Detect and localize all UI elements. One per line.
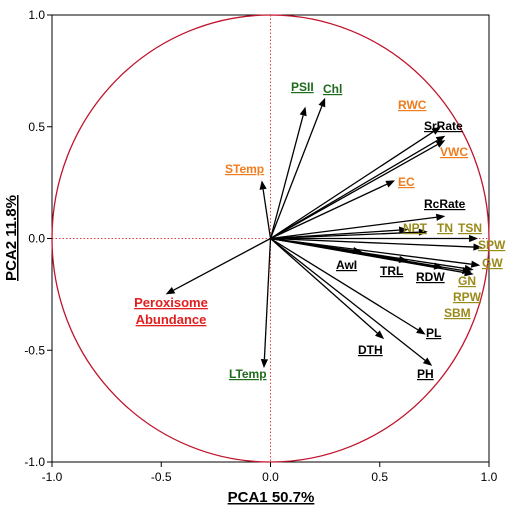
vector-label: PL [426, 326, 441, 340]
vector-arrowhead [385, 180, 396, 188]
vector-label: Chl [323, 82, 342, 96]
vector-arrows [165, 97, 483, 369]
y-tick-label: -0.5 [24, 343, 45, 357]
vector-arrowhead [259, 180, 267, 190]
vector-label: SBM [444, 306, 471, 320]
axis-ticks: -1.0 -0.5 0.0 0.5 1.0 1.0 0.5 0.0 -0.5 -1.0 [24, 8, 497, 484]
vector-arrowhead [462, 266, 472, 275]
vector-arrowhead [374, 330, 385, 340]
vector-arrowhead [470, 260, 481, 268]
vector-label: DTH [358, 343, 383, 357]
vector-label: LTemp [229, 367, 267, 381]
vector-label: Peroxisome [134, 295, 208, 310]
x-axis-label: PCA1 50.7% [228, 489, 315, 506]
vector-label: STemp [225, 162, 264, 176]
y-tick-label: 0.5 [28, 120, 45, 134]
vector-arrowhead [473, 243, 483, 251]
y-tick-label: 1.0 [28, 8, 45, 22]
vector-line [269, 115, 304, 239]
vector-line [270, 131, 434, 240]
x-tick-label: -1.0 [42, 470, 63, 484]
vector-line [263, 238, 272, 360]
x-tick-label: 0.5 [371, 470, 388, 484]
vector-arrowhead [299, 106, 307, 117]
vector-line [270, 231, 419, 240]
vector-line [173, 237, 271, 291]
vector-line [262, 189, 272, 239]
vector-label: RWC [398, 98, 427, 112]
vector-line [270, 183, 388, 240]
vector-label: TRL [380, 264, 403, 278]
y-tick-label: -1.0 [24, 455, 45, 469]
vector-arrowhead [433, 262, 444, 270]
vector-line [270, 237, 426, 361]
y-axis-label: PCA2 11.8% [3, 195, 20, 281]
x-tick-label: 1.0 [481, 470, 498, 484]
vector-label: AwI [336, 258, 357, 272]
vector-line [270, 238, 378, 334]
vector-label: RcRate [424, 197, 466, 211]
vector-line [270, 216, 437, 240]
vector-label: TN [437, 221, 453, 235]
vector-arrowhead [435, 213, 446, 221]
vector-label: RDW [416, 270, 445, 284]
vector-label: PH [417, 367, 434, 381]
vector-arrowhead [435, 140, 446, 148]
vector-label: NPT [403, 221, 428, 235]
vector-line [270, 237, 474, 248]
vector-label: PSII [291, 80, 314, 94]
vector-label: RPW [453, 290, 482, 304]
vector-label: Abundance [136, 312, 207, 327]
vector-label: EC [398, 175, 415, 189]
y-tick-label: 0.0 [28, 232, 45, 246]
vector-label: GW [482, 256, 503, 270]
vector-label: GN [458, 274, 476, 288]
vector-arrowhead [318, 97, 326, 108]
vector-label: TSN [458, 221, 482, 235]
vector-line [270, 237, 419, 331]
vector-arrowhead [260, 358, 268, 369]
x-tick-label: 0.0 [262, 470, 279, 484]
vector-arrowhead [165, 286, 176, 295]
vector-arrowhead [398, 226, 409, 234]
vector-label: VWC [440, 145, 468, 159]
vector-line [269, 105, 323, 239]
vector-labels: PSII Chl RWC SrRate VWC STemp EC RcRate NPT TN TSN… [134, 80, 506, 381]
vector-arrowhead [431, 126, 441, 135]
x-tick-label: -0.5 [151, 470, 172, 484]
vector-line [270, 237, 435, 267]
vector-line [270, 144, 438, 240]
vector-arrowhead [422, 357, 433, 366]
vector-arrowhead [416, 326, 426, 335]
vector-arrowhead [469, 234, 479, 243]
vector-label: SrRate [424, 119, 463, 133]
vector-arrowhead [418, 228, 428, 236]
vector-label: SPW [478, 238, 506, 252]
vector-arrowhead [435, 135, 446, 144]
